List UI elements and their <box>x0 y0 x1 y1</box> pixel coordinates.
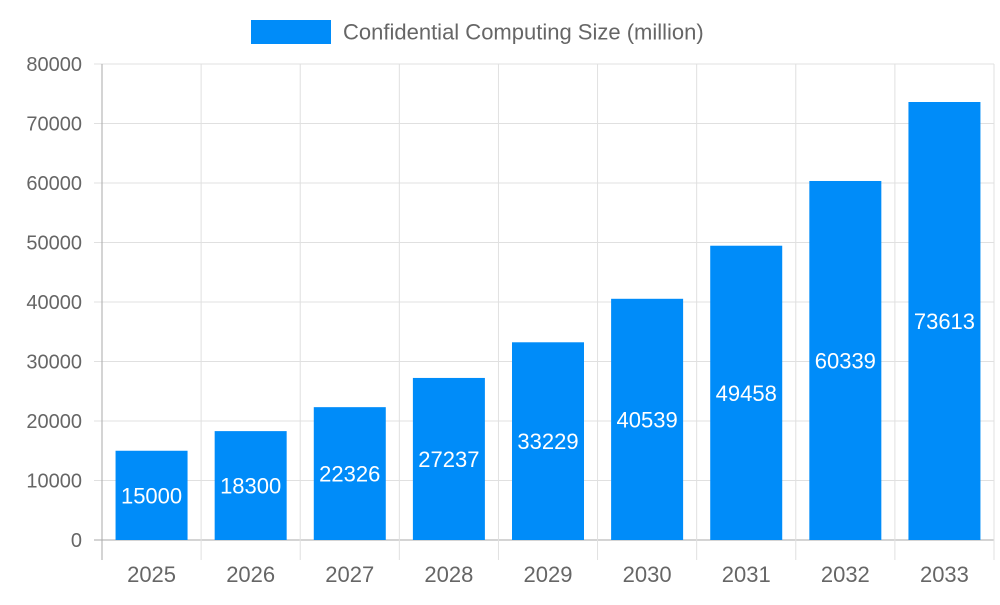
bar <box>214 431 287 540</box>
bar <box>115 450 188 540</box>
x-tick-label: 2032 <box>821 562 870 587</box>
legend-label: Confidential Computing Size (million) <box>343 20 704 45</box>
bar <box>412 377 485 540</box>
x-tick-label: 2029 <box>524 562 573 587</box>
legend-swatch <box>251 20 331 44</box>
y-tick-label: 10000 <box>26 471 82 493</box>
data-label: 49458 <box>716 381 777 406</box>
data-label: 60339 <box>815 348 876 373</box>
x-tick-label: 2031 <box>722 562 771 587</box>
bar <box>313 407 386 540</box>
data-label: 33229 <box>517 429 578 454</box>
y-tick-label: 20000 <box>26 411 82 433</box>
data-label: 40539 <box>617 407 678 432</box>
data-label: 22326 <box>319 462 380 487</box>
data-label: 73613 <box>914 309 975 334</box>
y-tick-label: 80000 <box>26 54 82 76</box>
bar <box>908 102 981 540</box>
data-label: 15000 <box>121 483 182 508</box>
bar <box>512 342 584 540</box>
bar <box>809 180 882 540</box>
y-tick-label: 0 <box>71 530 82 552</box>
y-tick-label: 70000 <box>26 114 82 136</box>
y-tick-label: 40000 <box>26 292 82 314</box>
x-tick-label: 2028 <box>424 562 473 587</box>
x-tick-label: 2026 <box>226 562 275 587</box>
data-label: 18300 <box>220 474 281 499</box>
x-tick-label: 2027 <box>325 562 374 587</box>
y-tick-label: 30000 <box>26 352 82 374</box>
bar <box>710 245 783 540</box>
data-label: 27237 <box>418 447 479 472</box>
x-tick-label: 2025 <box>127 562 176 587</box>
x-tick-label: 2033 <box>920 562 969 587</box>
bar <box>611 298 684 540</box>
x-tick-label: 2030 <box>623 562 672 587</box>
y-tick-label: 50000 <box>26 233 82 255</box>
y-tick-label: 60000 <box>26 173 82 195</box>
